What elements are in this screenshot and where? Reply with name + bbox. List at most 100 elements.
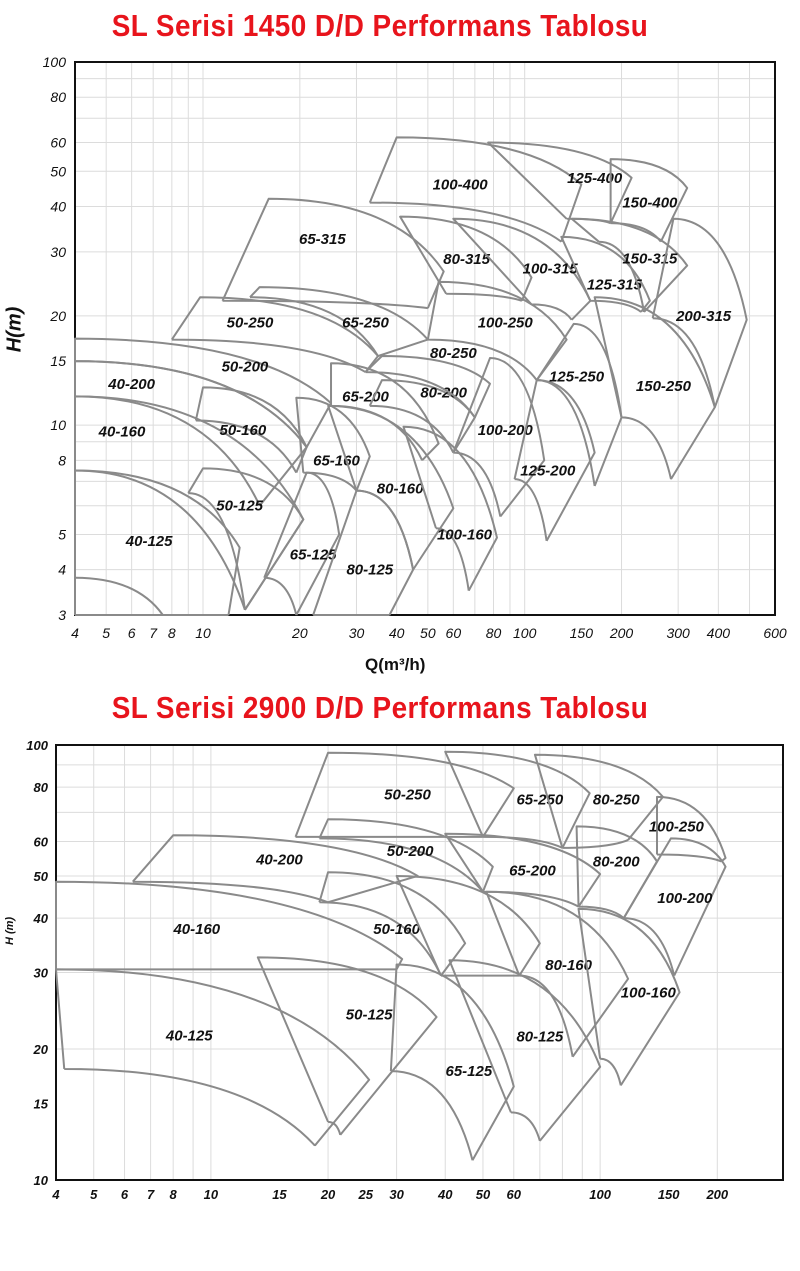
pump-label-80-250: 80-250 (593, 791, 640, 808)
y-tick-label: 15 (50, 353, 66, 369)
pump-region-50-250 (294, 751, 515, 838)
pump-label-65-200: 65-200 (509, 862, 556, 879)
x-tick-label: 10 (195, 625, 211, 641)
y-tick-label: 50 (34, 869, 49, 884)
y-tick-label: 80 (50, 89, 66, 105)
pump-label-80-250: 80-250 (430, 345, 477, 362)
x-tick-label: 10 (204, 1187, 219, 1202)
pump-label-100-315: 100-315 (523, 260, 579, 277)
pump-region-100-400 (368, 136, 583, 243)
x-tick-label: 7 (147, 1187, 155, 1202)
pump-region-65-250 (249, 286, 429, 357)
y-tick-label: 20 (49, 308, 66, 324)
pump-region-80-315 (399, 215, 533, 302)
y-tick-label: 30 (34, 965, 49, 980)
x-tick-label: 8 (168, 625, 176, 641)
pump-region-65-125 (389, 963, 515, 1161)
y-tick-label: 100 (43, 54, 67, 70)
pump-label-40-160: 40-160 (98, 424, 146, 441)
pump-region-unlabeled (395, 874, 541, 977)
pump-label-50-200: 50-200 (222, 359, 269, 376)
pump-label-150-250: 150-250 (636, 378, 692, 395)
pump-label-80-160: 80-160 (545, 957, 592, 974)
y-tick-label: 100 (26, 738, 48, 753)
x-tick-label: 8 (170, 1187, 178, 1202)
pump-label-125-400: 125-400 (567, 170, 623, 187)
y-tick-label: 10 (50, 417, 66, 433)
x-tick-label: 5 (102, 625, 110, 641)
pump-label-40-200: 40-200 (107, 376, 155, 393)
x-tick-label: 150 (658, 1187, 680, 1202)
x-tick-label: 4 (51, 1187, 60, 1202)
pump-region-150-400 (609, 158, 689, 243)
pump-label-50-200: 50-200 (387, 843, 434, 860)
pump-region-100-250 (656, 795, 727, 863)
chart-1450-title: SL Serisi 1450 D/D Performans Tablosu (111, 8, 649, 43)
pump-label-80-315: 80-315 (443, 251, 490, 268)
chart-2900-title: SL Serisi 2900 D/D Performans Tablosu (111, 690, 649, 725)
x-tick-label: 6 (128, 625, 136, 641)
y-tick-label: 8 (58, 452, 66, 468)
pump-label-65-315: 65-315 (299, 231, 346, 248)
x-tick-label: 100 (513, 625, 537, 641)
pump-region-50-200 (74, 337, 333, 448)
pump-label-40-125: 40-125 (125, 533, 173, 550)
pump-label-125-250: 125-250 (549, 369, 605, 386)
x-tick-label: 400 (707, 625, 731, 641)
pump-label-150-315: 150-315 (622, 250, 678, 267)
pump-region-80-200 (575, 825, 659, 919)
pump-region-100-200 (622, 837, 727, 977)
chart-1-group: 40-125 40-160 40-200 50-125 50-160 50-200 50-2… (26, 738, 784, 1202)
pump-label-80-125: 80-125 (346, 562, 393, 579)
y-tick-label: 30 (50, 244, 66, 260)
pump-label-100-200: 100-200 (478, 422, 534, 439)
x-tick-label: 80 (486, 625, 502, 641)
pump-label-50-250: 50-250 (384, 786, 431, 803)
pump-label-65-160: 65-160 (313, 452, 360, 469)
x-tick-label: 200 (609, 625, 634, 641)
pump-region-150-250 (593, 296, 716, 480)
pump-label-100-250: 100-250 (649, 818, 705, 835)
pump-label-80-200: 80-200 (420, 384, 467, 401)
y-tick-label: 50 (50, 163, 66, 179)
pump-label-100-160: 100-160 (437, 526, 493, 543)
pump-region-100-160 (577, 907, 681, 1086)
pump-label-40-160: 40-160 (172, 921, 220, 938)
pump-region-50-200 (318, 818, 494, 893)
pump-region-200-315 (651, 217, 748, 408)
x-tick-label: 7 (149, 625, 158, 641)
pump-label-80-200: 80-200 (593, 853, 640, 870)
pump-region-50-160 (194, 386, 308, 474)
chart-0-group: 40-125 40-160 40-200 50-125 50-160 50-200 50-2… (43, 54, 787, 641)
pump-region-40-200 (132, 834, 419, 904)
pump-label-50-125: 50-125 (216, 498, 263, 515)
pump-label-65-125: 65-125 (290, 547, 337, 564)
x-tick-label: 60 (507, 1187, 522, 1202)
pump-label-125-200: 125-200 (520, 462, 576, 479)
x-tick-label: 30 (349, 625, 365, 641)
x-tick-label: 40 (389, 625, 405, 641)
pump-label-40-125: 40-125 (165, 1027, 213, 1044)
x-tick-label: 20 (320, 1187, 336, 1202)
y-tick-label: 60 (50, 135, 66, 151)
pump-label-125-315: 125-315 (587, 276, 643, 293)
pump-label-65-125: 65-125 (446, 1063, 493, 1080)
pump-region-80-125 (448, 959, 602, 1142)
x-tick-label: 15 (272, 1187, 287, 1202)
x-tick-label: 300 (666, 625, 690, 641)
chart-1450-x-axis-label: Q(m³/h) (365, 655, 426, 674)
pump-region-80-250 (364, 355, 491, 418)
pump-label-40-200: 40-200 (255, 852, 303, 869)
pump-region-100-250 (426, 280, 568, 381)
pump-region-65-125 (263, 471, 341, 616)
pump-label-50-125: 50-125 (346, 1007, 393, 1024)
x-tick-label: 20 (291, 625, 308, 641)
plot-frame (74, 61, 776, 616)
x-tick-label: 60 (446, 625, 462, 641)
pump-region-50-125 (256, 956, 438, 1136)
y-tick-label: 40 (50, 199, 66, 215)
pump-label-50-250: 50-250 (227, 314, 274, 331)
y-tick-label: 3 (58, 607, 66, 623)
pump-region-80-160 (485, 890, 630, 1058)
